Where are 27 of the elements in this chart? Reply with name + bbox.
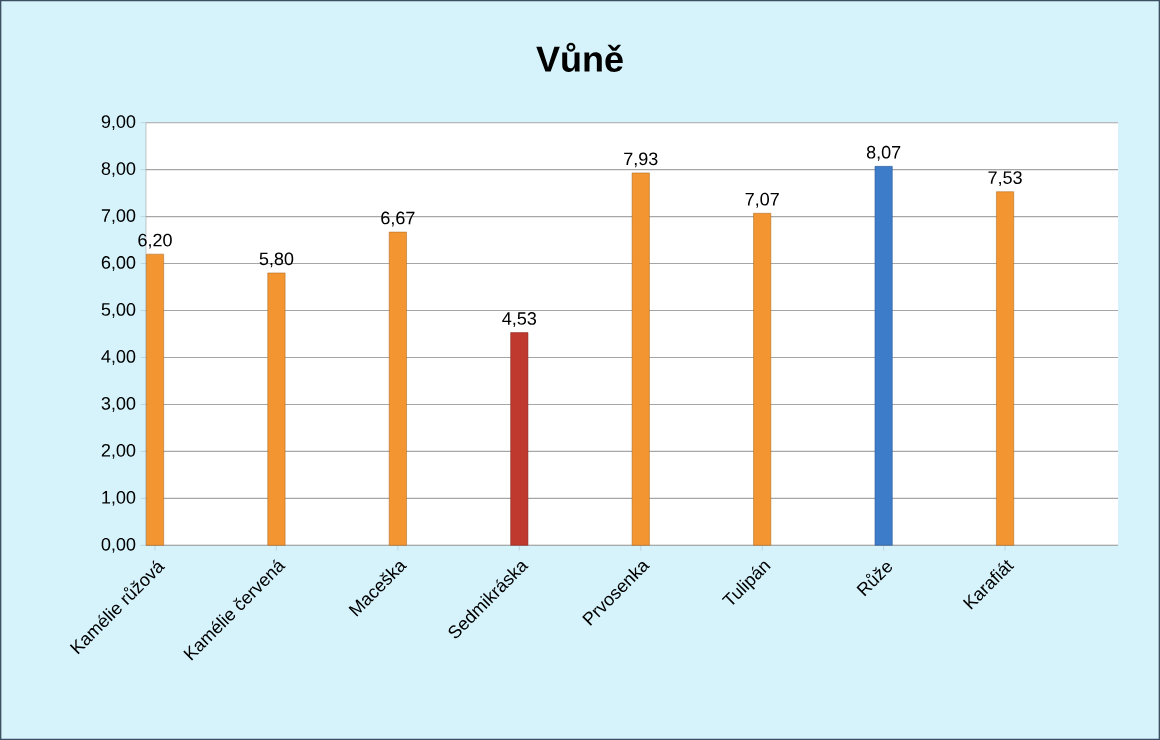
data-label: 7,07 (745, 192, 779, 208)
y-tick-label: 0,00 (101, 537, 136, 553)
y-tick-label: 9,00 (101, 115, 136, 131)
bar (874, 166, 893, 546)
y-tick-label: 6,00 (101, 256, 136, 271)
chart-title: Vůně (536, 42, 623, 72)
data-label: 8,07 (866, 145, 901, 161)
y-tick-label: 8,00 (101, 162, 136, 178)
bar (996, 191, 1015, 546)
y-tick-label: 5,00 (101, 303, 136, 318)
bar (753, 213, 772, 546)
data-label: 6,20 (138, 233, 172, 249)
data-label: 6,67 (381, 211, 415, 227)
y-tick-label: 1,00 (102, 490, 136, 506)
data-label: 7,53 (988, 171, 1022, 187)
bar (388, 231, 407, 546)
y-tick-label: 7,00 (101, 209, 136, 225)
y-tick-label: 2,00 (101, 443, 136, 459)
bar (510, 332, 529, 546)
y-tick-label: 4,00 (101, 350, 136, 365)
bar (146, 253, 164, 546)
bar (631, 172, 650, 546)
data-label: 7,93 (624, 152, 658, 168)
data-label: 5,80 (259, 252, 294, 268)
data-label: 4,53 (502, 312, 537, 327)
y-tick-label: 3,00 (101, 397, 136, 412)
bar (267, 272, 286, 546)
